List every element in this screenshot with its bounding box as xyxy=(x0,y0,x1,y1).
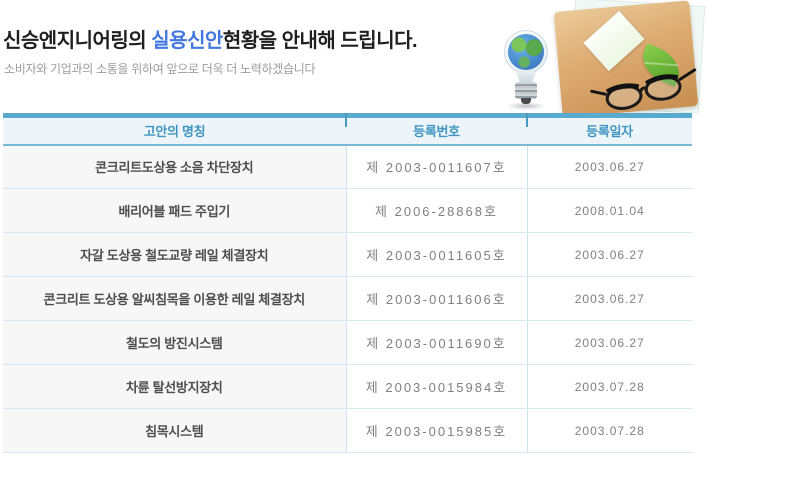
utility-model-table: 고안의 명칭 등록번호 등록일자 콘크리트도상용 소음 차단장치 제 2003-… xyxy=(3,113,692,453)
column-header-design-name: 고안의 명칭 xyxy=(3,113,346,146)
table-row: 철도의 방진시스템 제 2003-0011690호 2003.06.27 xyxy=(3,320,692,365)
table-header: 고안의 명칭 등록번호 등록일자 xyxy=(3,113,692,146)
cell-reg-date: 2003.06.27 xyxy=(527,232,692,277)
cell-reg-number: 제 2003-0011605호 xyxy=(346,232,528,277)
cell-reg-date: 2003.06.27 xyxy=(527,144,692,189)
hero-section: 신승엔지니어링의 실용신안현황을 안내해 드립니다. 소비자와 기업과의 소통을… xyxy=(0,0,798,113)
table-row: 침목시스템 제 2003-0015985호 2003.07.28 xyxy=(3,408,692,453)
cell-reg-date: 2003.06.27 xyxy=(527,276,692,321)
table-row: 자갈 도상용 철도교량 레일 체결장치 제 2003-0011605호 2003… xyxy=(3,232,692,277)
cell-design-name: 자갈 도상용 철도교량 레일 체결장치 xyxy=(3,232,347,277)
table-row: 차륜 탈선방지장치 제 2003-0015984호 2003.07.28 xyxy=(3,364,692,409)
bulb-neck xyxy=(516,72,536,82)
page-title-highlight: 실용신안 xyxy=(151,30,223,52)
table-row: 배리어블 패드 주입기 제 2006-28868호 2008.01.04 xyxy=(3,188,692,233)
page-title: 신승엔지니어링의 실용신안현황을 안내해 드립니다. xyxy=(3,24,418,53)
cell-reg-date: 2003.07.28 xyxy=(527,408,692,453)
page-title-prefix: 신승엔지니어링의 xyxy=(3,30,152,52)
cell-design-name: 콘크리트 도상용 알씨침목을 이용한 레일 체결장치 xyxy=(3,276,347,321)
cell-reg-number: 제 2003-0015984호 xyxy=(346,364,528,409)
bulb-shadow xyxy=(506,102,546,110)
table-body: 콘크리트도상용 소음 차단장치 제 2003-0011607호 2003.06.… xyxy=(3,144,692,453)
promo-photo xyxy=(488,0,798,113)
bulb-contact-tip xyxy=(521,98,531,104)
cell-reg-number: 제 2003-0011607호 xyxy=(346,144,528,189)
table-header-row: 고안의 명칭 등록번호 등록일자 xyxy=(3,113,692,146)
cell-reg-number: 제 2003-0011606호 xyxy=(346,276,528,321)
bulb-screw-base xyxy=(515,82,537,99)
page-title-suffix: 현황을 안내해 드립니다. xyxy=(222,30,418,52)
table-row: 콘크리트 도상용 알씨침목을 이용한 레일 체결장치 제 2003-001160… xyxy=(3,276,692,321)
cell-reg-date: 2008.01.04 xyxy=(527,188,692,233)
cell-reg-number: 제 2003-0011690호 xyxy=(346,320,528,365)
cell-design-name: 철도의 방진시스템 xyxy=(3,320,347,365)
globe-earth xyxy=(508,34,544,70)
column-header-reg-number: 등록번호 xyxy=(345,113,527,146)
cell-design-name: 차륜 탈선방지장치 xyxy=(3,364,347,409)
page-subtitle: 소비자와 기업과의 소통을 위하여 앞으로 더욱 더 노력하겠습니다 xyxy=(4,62,316,76)
cell-reg-date: 2003.07.28 xyxy=(527,364,692,409)
table-row: 콘크리트도상용 소음 차단장치 제 2003-0011607호 2003.06.… xyxy=(3,144,692,189)
bulb-globe-icon xyxy=(504,30,550,110)
cell-reg-number: 제 2006-28868호 xyxy=(346,188,528,233)
cell-design-name: 배리어블 패드 주입기 xyxy=(3,188,347,233)
cell-reg-date: 2003.06.27 xyxy=(527,320,692,365)
cell-reg-number: 제 2003-0015985호 xyxy=(346,408,528,453)
cell-design-name: 콘크리트도상용 소음 차단장치 xyxy=(3,144,347,189)
column-header-reg-date: 등록일자 xyxy=(526,113,692,146)
cell-design-name: 침목시스템 xyxy=(3,408,347,453)
glasses-icon xyxy=(588,68,703,113)
